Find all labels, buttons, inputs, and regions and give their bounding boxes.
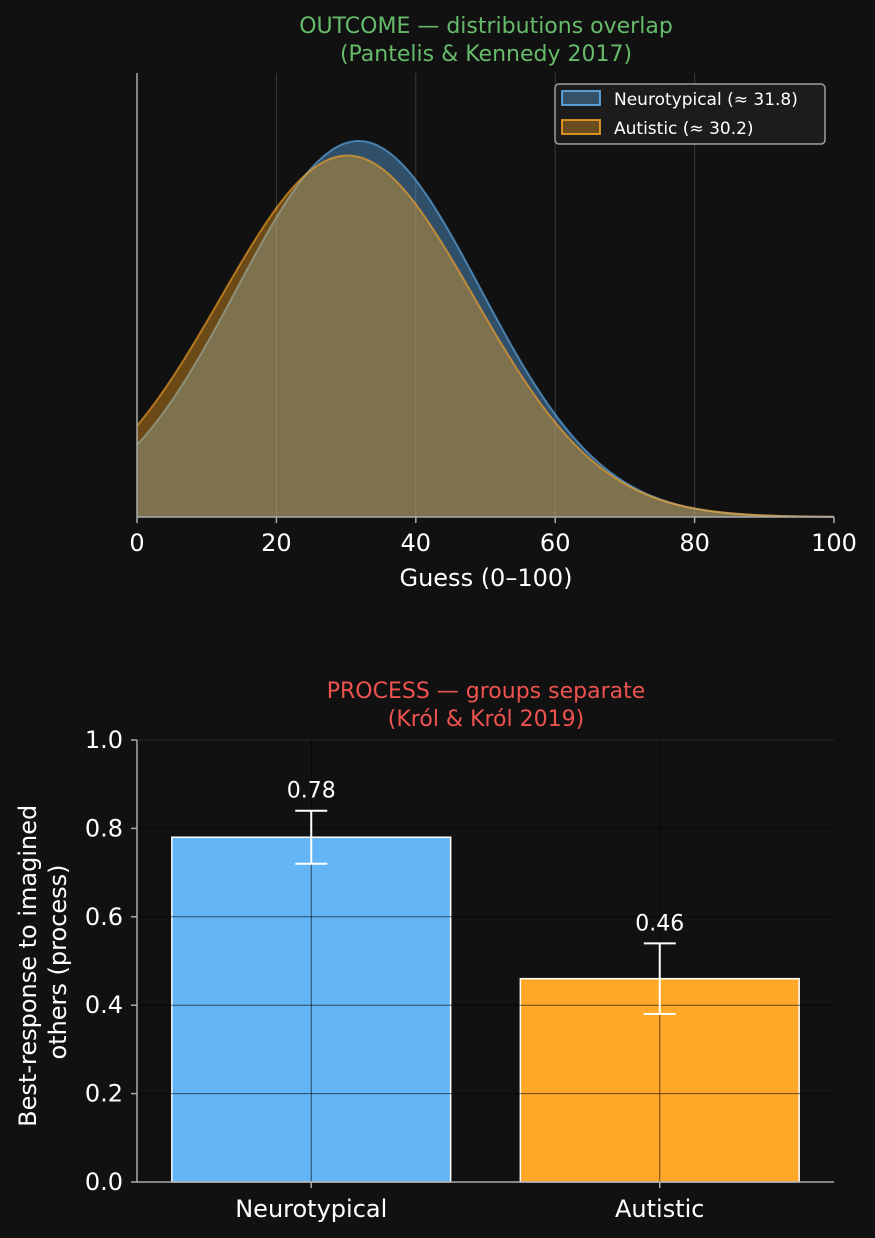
process-y-tick-label-0.2: 0.2 — [85, 1080, 123, 1108]
outcome-x-tick-label-20: 20 — [261, 529, 292, 557]
outcome-legend: Neurotypical (≈ 31.8) Autistic (≈ 30.2) — [554, 83, 826, 145]
outcome-chart: OUTCOME — distributions overlap (Panteli… — [129, 14, 857, 592]
outcome-subtitle: (Pantelis & Kennedy 2017) — [340, 42, 632, 67]
outcome-x-tick-label-80: 80 — [679, 529, 710, 557]
process-y-axis-label: Best-response to imagined others (proces… — [14, 797, 72, 1127]
outcome-density-areas — [136, 140, 835, 518]
process-y-tick-label-0.0: 0.0 — [85, 1168, 123, 1196]
process-x-tick-label-neurotypical: Neurotypical — [235, 1195, 387, 1223]
legend-swatch-neurotypical — [561, 90, 601, 106]
legend-label-autistic: Autistic (≈ 30.2) — [614, 119, 754, 139]
process-subtitle: (Król & Król 2019) — [388, 707, 584, 732]
process-y-axis-label-line2: others (process) — [44, 864, 72, 1059]
outcome-axes — [136, 73, 834, 518]
process-y-ticks: 0.0 0.2 0.4 0.6 0.8 1.0 — [85, 726, 137, 1196]
outcome-x-tick-label-0: 0 — [129, 529, 144, 557]
process-y-tick-label-0.6: 0.6 — [85, 903, 123, 931]
process-error-bars — [295, 809, 676, 1016]
process-x-tick-label-autistic: Autistic — [615, 1195, 704, 1223]
outcome-x-ticks: 0 20 40 60 80 100 — [129, 517, 857, 557]
density-area-neurotypical — [137, 141, 834, 517]
process-y-tick-label-1.0: 1.0 — [85, 726, 123, 754]
outcome-x-tick-label-100: 100 — [811, 529, 857, 557]
legend-frame — [554, 83, 826, 145]
legend-swatch-autistic — [561, 119, 601, 135]
process-axes — [136, 740, 834, 1183]
density-line-autistic — [136, 154, 835, 518]
process-y-tick-label-0.4: 0.4 — [85, 991, 123, 1019]
process-y-tick-label-0.8: 0.8 — [85, 814, 123, 842]
process-title: PROCESS — groups separate — [327, 679, 646, 704]
outcome-gridlines — [275, 73, 696, 517]
outcome-x-axis-label: Guess (0–100) — [399, 564, 572, 592]
value-label-neurotypical: 0.78 — [287, 779, 336, 804]
process-value-labels: 0.78 0.46 — [287, 779, 684, 937]
process-y-axis-label-line1: Best-response to imagined — [14, 805, 42, 1127]
outcome-x-tick-label-60: 60 — [540, 529, 571, 557]
value-label-autistic: 0.46 — [635, 911, 684, 936]
outcome-title: OUTCOME — distributions overlap — [299, 14, 673, 39]
process-chart: PROCESS — groups separate (Król & Król 2… — [14, 679, 834, 1223]
density-area-autistic — [137, 155, 834, 518]
outcome-x-tick-label-40: 40 — [401, 529, 432, 557]
process-x-ticks: Neurotypical Autistic — [235, 1182, 704, 1223]
legend-label-neurotypical: Neurotypical (≈ 31.8) — [614, 90, 798, 110]
